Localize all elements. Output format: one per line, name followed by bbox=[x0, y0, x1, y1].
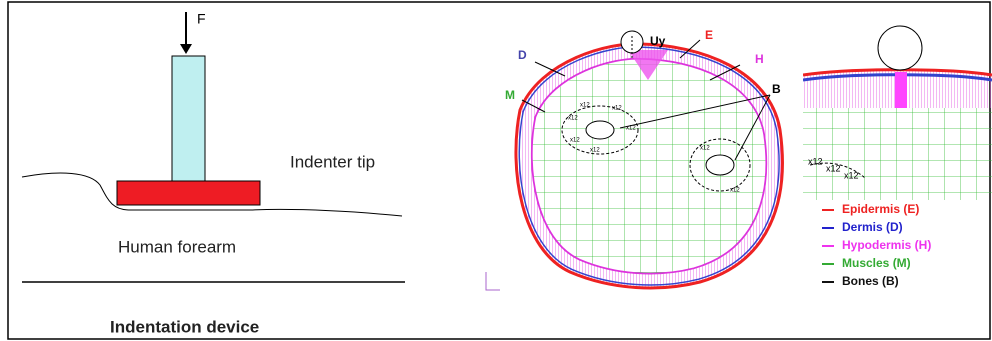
e-tag: E bbox=[705, 28, 713, 42]
legend-label: Hypodermis (H) bbox=[842, 238, 931, 252]
d-tag: D bbox=[518, 48, 527, 62]
cross-section: Uy E D H M B x12 x12 x12 x12 x12 x12 x12 x12 bbox=[486, 28, 800, 300]
mesh-label: x12 bbox=[580, 103, 590, 109]
mesh-label: x12 bbox=[570, 138, 580, 144]
m-tag: M bbox=[505, 88, 515, 102]
mesh-label: x12 bbox=[568, 116, 578, 122]
arrow-head bbox=[180, 44, 192, 54]
figure: F Indenter tip Human forearm Indentation… bbox=[0, 0, 992, 341]
legend: Epidermis (E) Dermis (D) Hypodermis (H) Mus… bbox=[822, 202, 931, 288]
mesh-label: x12 bbox=[808, 156, 823, 166]
legend-label: Dermis (D) bbox=[842, 220, 903, 234]
force-label: F bbox=[197, 11, 206, 27]
mesh-label: x12 bbox=[730, 188, 740, 194]
legend-label: Bones (B) bbox=[842, 274, 899, 288]
mesh-label: x12 bbox=[626, 126, 636, 132]
legend-label: Muscles (M) bbox=[842, 256, 911, 270]
uy-label: Uy bbox=[650, 34, 666, 48]
mesh-label: x12 bbox=[612, 106, 622, 112]
indentation-setup: F Indenter tip Human forearm Indentation… bbox=[22, 11, 405, 337]
legend-label: Epidermis (E) bbox=[842, 202, 919, 216]
indenter-label: Indenter tip bbox=[290, 152, 375, 171]
mesh-label: x12 bbox=[590, 148, 600, 154]
forearm-label: Human forearm bbox=[118, 237, 236, 256]
mesh-label: x12 bbox=[844, 170, 859, 180]
mesh-label: x12 bbox=[700, 146, 710, 152]
indenter-foot bbox=[117, 181, 260, 205]
b-tag: B bbox=[772, 82, 781, 96]
indenter bbox=[172, 56, 205, 182]
mesh-label: x12 bbox=[826, 163, 841, 173]
h-tag: H bbox=[755, 52, 764, 66]
device-label: Indentation device bbox=[110, 317, 259, 336]
